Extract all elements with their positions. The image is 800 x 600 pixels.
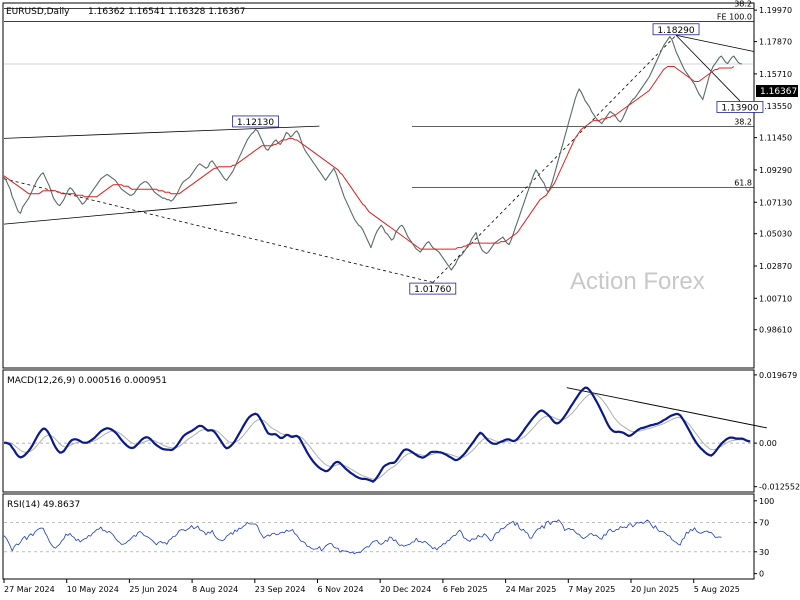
channel-lower-trendline (3, 202, 237, 225)
current-price-box (756, 85, 798, 97)
x-tick-label: 8 Aug 2024 (192, 585, 238, 594)
upper-wedge-trendline (675, 34, 755, 52)
dashed-rally-trendline (432, 34, 677, 283)
y-tick-label: 70 (759, 519, 769, 528)
y-tick-label: 1.15710 (759, 70, 792, 79)
y-tick-label: 1.00710 (759, 294, 792, 303)
dashed-support-trendline (3, 178, 433, 283)
rsi-label: RSI(14) 49.8637 (7, 500, 80, 510)
y-tick-label: 1.11450 (759, 134, 792, 143)
annotation-label: 1.13900 (721, 103, 758, 113)
fib-level-label: 61.8 (734, 178, 752, 187)
main-panel-frame (2, 2, 755, 369)
pullback-trendline (675, 34, 741, 102)
ohlc-label: 1.16362 1.16541 1.16328 1.16367 (88, 7, 245, 17)
x-tick-label: 24 Mar 2025 (506, 585, 557, 594)
y-tick-label: 0.98610 (759, 326, 792, 335)
annotation-box (652, 23, 700, 36)
trendlines (3, 34, 767, 429)
x-tick-label: 6 Nov 2024 (318, 585, 364, 594)
annotation-label: 1.01760 (414, 285, 451, 295)
price-annotations: 1.12130 1.01760 1.18290 1.13900 (232, 23, 764, 295)
y-tick-label: 0.00 (759, 439, 777, 448)
x-tick-label: 20 Dec 2024 (380, 585, 431, 594)
macd-label: MACD(12,26,9) 0.000516 0.000951 (7, 376, 167, 386)
rsi-panel-frame (2, 493, 755, 580)
y-tick-label: 1.17870 (759, 38, 792, 47)
y-tick-label: -0.012552 (759, 483, 800, 492)
y-tick-label: 0 (759, 570, 764, 579)
y-tick-label: 1.13550 (759, 102, 792, 111)
x-tick-label: 10 May 2024 (67, 585, 119, 594)
moving-average-line (3, 66, 735, 250)
y-tick-label: 1.05030 (759, 230, 792, 239)
x-axis-labels: 27 Mar 2024 10 May 2024 25 Jun 2024 8 Aug 2… (3, 579, 740, 594)
x-tick-label: 6 Feb 2025 (443, 585, 488, 594)
symbol-label: EURUSD,Daily (6, 7, 70, 17)
fibonacci-levels: 38.2 FE 100.0 38.2 61.8 (4, 0, 754, 553)
x-tick-label: 20 Jun 2025 (631, 585, 679, 594)
y-tick-label: 1.19970 (759, 6, 792, 15)
annotation-label: 1.18290 (657, 26, 694, 36)
current-price-label: 1.16367 (760, 87, 797, 97)
rsi-line (3, 519, 722, 555)
y-tick-label: 30 (759, 548, 769, 557)
y-tick-label: 1.02870 (759, 262, 792, 271)
price-line (3, 36, 743, 271)
watermark: Action Forex (570, 268, 705, 295)
fib-level-label: 38.2 (734, 0, 752, 8)
series-lines (3, 36, 751, 555)
x-tick-label: 23 Sep 2024 (255, 585, 306, 594)
x-tick-label: 25 Jun 2024 (129, 585, 177, 594)
annotation-box (409, 282, 457, 295)
annotation-label: 1.12130 (237, 118, 274, 128)
y-axis-ticks: 1.19970 1.17870 1.15710 1.13550 1.11450 1.092… (754, 6, 800, 579)
y-tick-label: 100 (759, 497, 774, 506)
y-tick-label: 0.019679 (759, 371, 797, 380)
fib-level-label: 38.2 (734, 118, 752, 127)
fib-level-label: FE 100.0 (717, 12, 752, 21)
macd-panel-frame (2, 369, 755, 493)
macd-divergence-trendline (566, 387, 767, 429)
x-tick-label: 27 Mar 2024 (4, 585, 55, 594)
x-tick-label: 5 Aug 2025 (694, 585, 740, 594)
y-tick-label: 1.07130 (759, 198, 792, 207)
annotation-box (716, 101, 764, 113)
x-tick-label: 7 May 2025 (568, 585, 615, 594)
annotation-box (232, 115, 279, 128)
macd-line (4, 386, 751, 483)
y-tick-label: 1.09290 (759, 166, 792, 175)
channel-upper-trendline (3, 125, 320, 139)
